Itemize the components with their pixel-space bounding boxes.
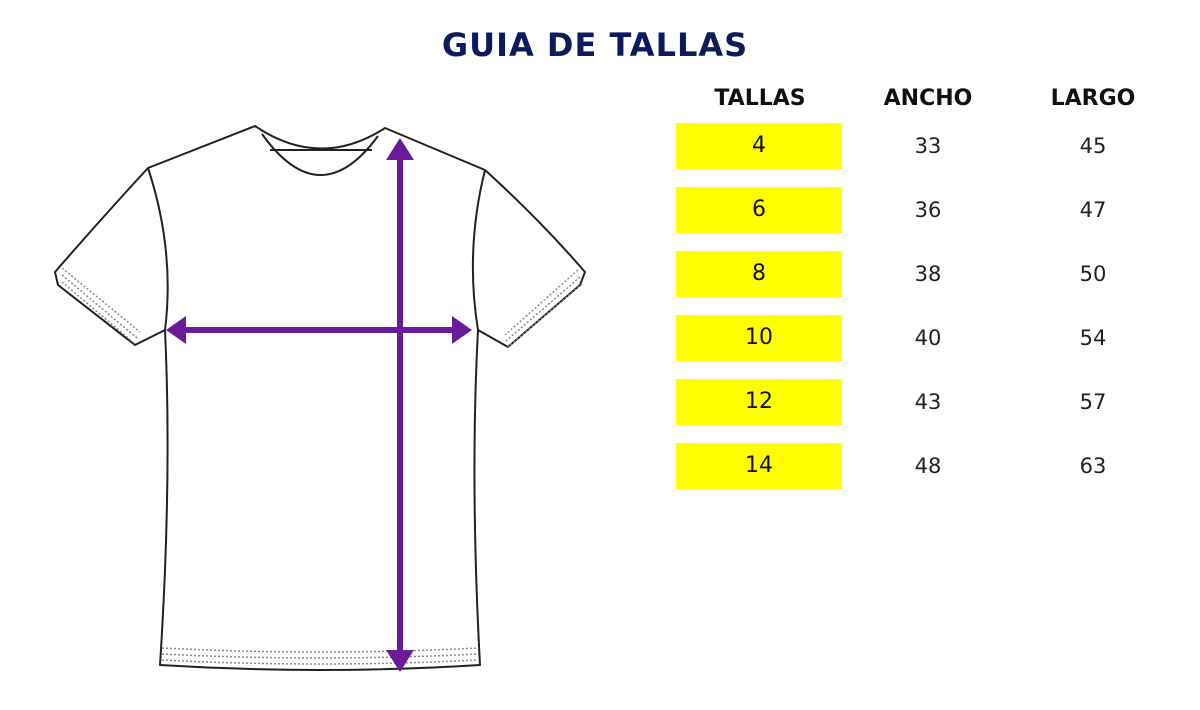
size-cell: 8 [676,251,842,297]
size-cell: 4 [676,123,842,169]
largo-cell: 47 [1079,198,1107,222]
ancho-cell: 36 [914,198,942,222]
largo-cell: 54 [1079,326,1107,350]
largo-cell: 57 [1079,390,1107,414]
table-row: 4 33 45 [676,123,1176,169]
size-cell: 14 [676,443,842,489]
t-shirt-icon [54,125,586,672]
width-arrow [166,316,472,344]
largo-cell: 50 [1079,262,1107,286]
shirt-outline [54,125,586,671]
largo-cell: 63 [1079,454,1107,478]
size-cell: 12 [676,379,842,425]
table-row: 10 40 54 [676,315,1176,361]
largo-cell: 45 [1079,134,1107,158]
ancho-cell: 40 [914,326,942,350]
header-ancho: ANCHO [883,86,973,111]
length-arrow [386,138,414,672]
table-row: 8 38 50 [676,251,1176,297]
page-title: GUIA DE TALLAS [441,26,749,64]
header-largo: LARGO [1050,86,1136,111]
ancho-cell: 43 [914,390,942,414]
table-row: 6 36 47 [676,187,1176,233]
size-cell: 6 [676,187,842,233]
header-tallas: TALLAS [714,86,806,111]
table-row: 14 48 63 [676,443,1176,489]
size-cell: 10 [676,315,842,361]
table-row: 12 43 57 [676,379,1176,425]
ancho-cell: 33 [914,134,942,158]
ancho-cell: 38 [914,262,942,286]
ancho-cell: 48 [914,454,942,478]
